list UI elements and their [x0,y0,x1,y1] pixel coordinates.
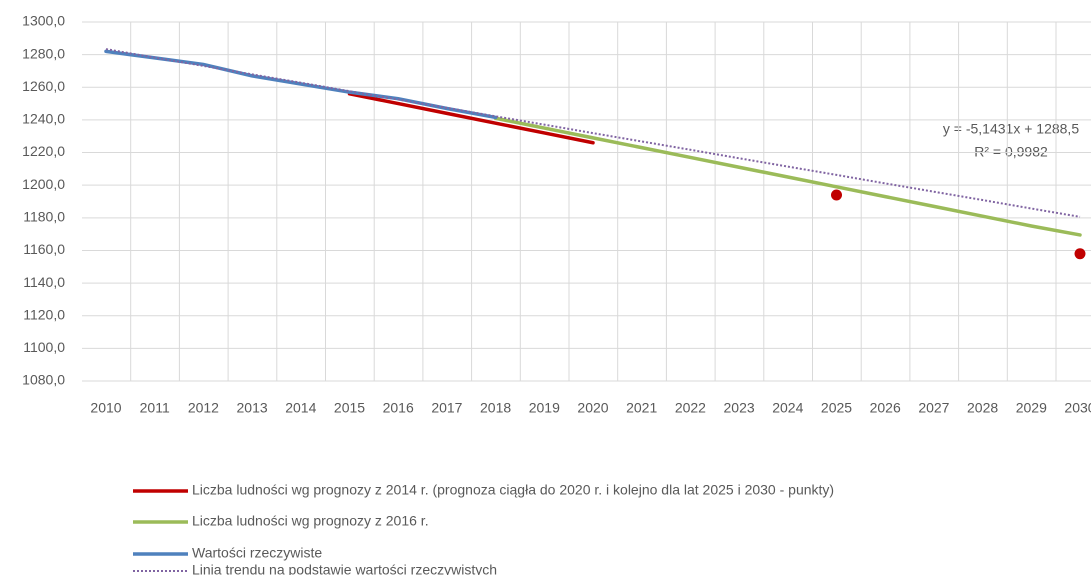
x-tick-label: 2018 [480,400,511,416]
x-tick-label: 2013 [237,400,268,416]
y-tick-label: 1100,0 [23,339,65,355]
x-tick-label: 2025 [821,400,852,416]
legend-label: Wartości rzeczywiste [192,545,322,561]
trend-r2: R² = 0,9982 [974,144,1048,160]
y-tick-label: 1260,0 [22,78,65,94]
x-tick-label: 2028 [967,400,998,416]
x-tick-label: 2020 [577,400,608,416]
y-tick-label: 1180,0 [23,209,65,225]
x-tick-label: 2011 [140,400,170,416]
trend-line [105,48,1081,218]
y-tick-label: 1080,0 [22,372,65,388]
x-tick-label: 2030 [1064,400,1091,416]
x-tick-label: 2026 [870,400,901,416]
data-point [1074,248,1086,260]
y-tick-label: 1200,0 [22,176,65,192]
x-tick-label: 2015 [334,400,365,416]
x-tick-label: 2023 [724,400,755,416]
x-tick-label: 2014 [285,400,316,416]
series-line [104,49,498,120]
y-tick-label: 1280,0 [22,45,65,61]
x-tick-label: 2010 [90,400,121,416]
legend-label: Linia trendu na podstawie wartości rzecz… [192,562,497,575]
data-point [831,189,842,201]
y-tick-label: 1140,0 [23,274,65,290]
trend-equation: y = -5,1431x + 1288,5 [943,121,1079,137]
x-tick-label: 2012 [188,400,219,416]
legend-label: Liczba ludności wg prognozy z 2014 r. (p… [192,482,834,498]
series-line [493,116,1082,237]
y-tick-label: 1300,0 [22,13,65,29]
x-tick-label: 2021 [626,400,657,416]
x-tick-label: 2024 [772,400,803,416]
y-tick-label: 1160,0 [23,241,65,257]
y-tick-label: 1240,0 [22,111,65,127]
x-tick-label: 2016 [383,400,414,416]
x-tick-label: 2019 [529,400,560,416]
x-tick-label: 2029 [1016,400,1047,416]
x-tick-label: 2017 [431,400,462,416]
x-tick-label: 2022 [675,400,706,416]
x-tick-label: 2027 [918,400,949,416]
y-tick-label: 1220,0 [22,143,65,159]
legend-label: Liczba ludności wg prognozy z 2016 r. [192,513,429,529]
y-tick-label: 1120,0 [23,306,65,322]
series-line [347,92,595,145]
